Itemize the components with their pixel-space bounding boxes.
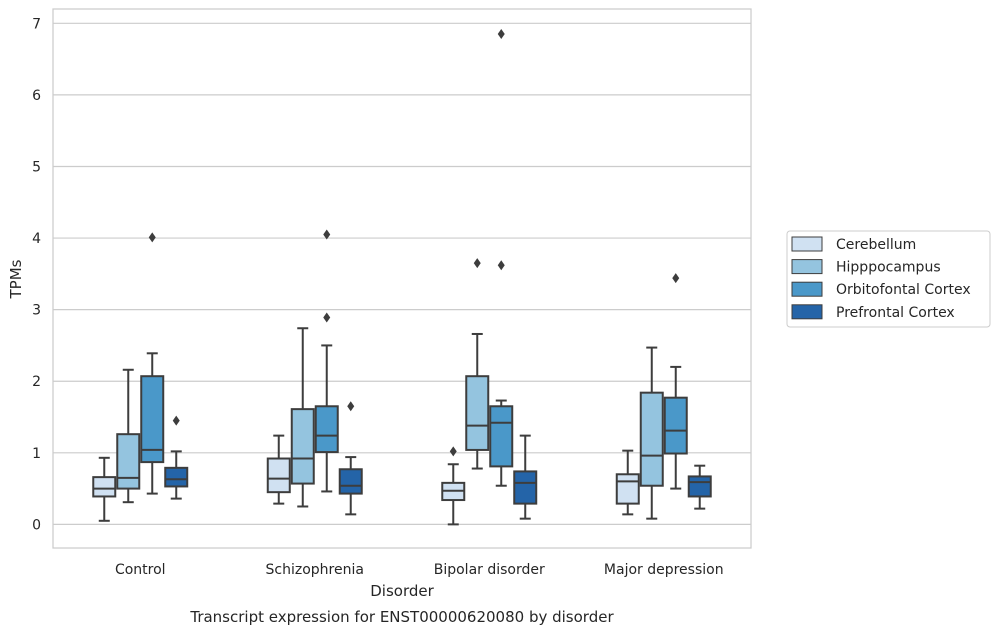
legend-swatch	[791, 259, 823, 275]
box-Cerebellum-Major depression	[615, 449, 640, 516]
outlier-point	[497, 260, 505, 271]
box-Cerebellum-Control	[92, 456, 117, 522]
legend-label: Hipppocampus	[836, 260, 941, 276]
box-Orbitofontal Cortex-Control	[140, 232, 165, 495]
box-body	[615, 473, 640, 505]
box-body	[116, 433, 141, 490]
x-tick-label: Schizophrenia	[266, 562, 364, 578]
y-tick-label: 0	[32, 517, 41, 533]
x-tick-labels: Control Schizophrenia Bipolar disorder Majo…	[115, 562, 724, 578]
y-tick-label: 3	[32, 303, 41, 319]
legend-frame	[786, 230, 991, 328]
y-tick-label: 1	[32, 446, 41, 462]
box-body	[639, 391, 664, 487]
legend-swatch	[791, 281, 823, 297]
outlier-point	[323, 312, 331, 323]
outlier-point	[473, 258, 481, 269]
box-body	[687, 475, 712, 498]
outlier-point	[497, 29, 505, 40]
outlier-point	[672, 273, 680, 284]
plot-frame	[52, 8, 752, 549]
box-body	[513, 470, 538, 505]
y-tick-labels: 0 1 2 3 4 5 6 7	[32, 16, 41, 533]
outlier-point	[172, 415, 180, 426]
box-body	[164, 466, 189, 488]
box-Prefrontal Cortex-Schizophrenia	[338, 401, 363, 516]
box-body	[266, 457, 291, 494]
outlier-point	[449, 446, 457, 457]
y-tick-label: 2	[32, 374, 41, 390]
chart-caption: Transcript expression for ENST0000062008…	[189, 608, 614, 626]
box-body	[465, 375, 490, 451]
grid-lines	[53, 22, 751, 525]
y-tick-label: 6	[32, 88, 41, 104]
box-body	[314, 405, 339, 454]
box-Prefrontal Cortex-Major depression	[687, 464, 712, 510]
y-tick-label: 5	[32, 159, 41, 175]
legend-label: Orbitofontal Cortex	[836, 282, 971, 298]
x-tick-label: Major depression	[604, 562, 724, 578]
legend-label: Prefrontal Cortex	[836, 305, 955, 321]
y-tick-label: 7	[32, 16, 41, 32]
outlier-point	[347, 401, 355, 412]
box-Prefrontal Cortex-Bipolar disorder	[513, 434, 538, 520]
box-Hipppocampus-Major depression	[639, 346, 664, 520]
box-Hipppocampus-Control	[116, 368, 141, 504]
legend: Cerebellum Hipppocampus Orbitofontal Corte…	[786, 230, 991, 328]
legend-swatch	[791, 304, 823, 320]
box-Prefrontal Cortex-Control	[164, 415, 189, 500]
box-Cerebellum-Schizophrenia	[266, 434, 291, 505]
box-Orbitofontal Cortex-Major depression	[663, 273, 688, 490]
y-axis-label: TPMs	[7, 259, 25, 299]
y-tick-label: 4	[32, 231, 41, 247]
box-Hipppocampus-Bipolar disorder	[465, 258, 490, 470]
x-axis-label: Disorder	[370, 582, 434, 600]
legend-swatch	[791, 236, 823, 252]
boxes	[92, 29, 712, 526]
box-Orbitofontal Cortex-Schizophrenia	[314, 229, 339, 493]
x-tick-label: Bipolar disorder	[434, 562, 545, 578]
x-tick-label: Control	[115, 562, 166, 578]
box-body	[92, 476, 117, 498]
box-body	[489, 405, 514, 468]
box-Hipppocampus-Schizophrenia	[290, 327, 315, 508]
box-body	[338, 468, 363, 495]
box-body	[290, 408, 315, 485]
box-Orbitofontal Cortex-Bipolar disorder	[489, 29, 514, 487]
box-body	[663, 396, 688, 455]
legend-label: Cerebellum	[836, 237, 916, 253]
box-body	[140, 375, 165, 464]
outlier-point	[323, 229, 331, 240]
outlier-point	[148, 232, 156, 243]
box-Cerebellum-Bipolar disorder	[441, 446, 466, 526]
